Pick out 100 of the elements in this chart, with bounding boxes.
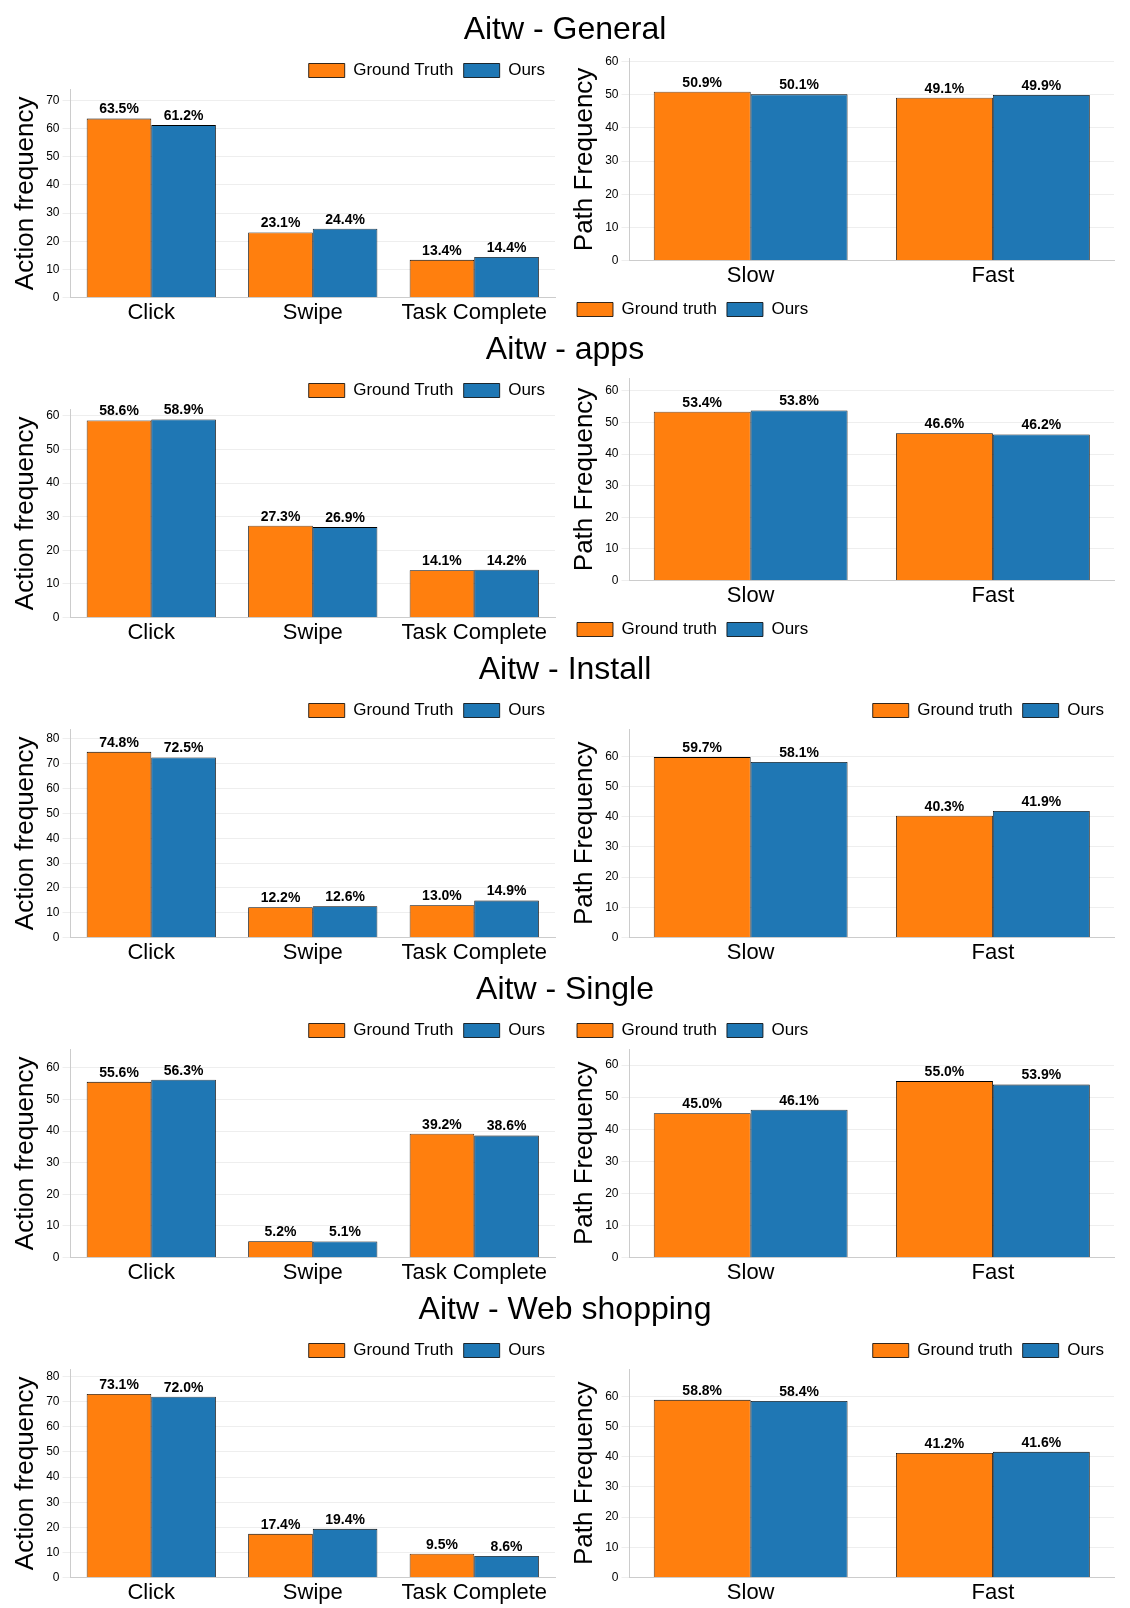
data-label: 58.9%	[163, 401, 204, 418]
data-label: 49.1%	[924, 79, 965, 96]
y-tick-label: 20	[605, 1185, 619, 1200]
y-tick-label: 40	[605, 446, 619, 461]
legend-label: Ground Truth	[353, 700, 454, 720]
y-tick-label: 30	[605, 839, 619, 854]
data-label: 5.1%	[329, 1223, 362, 1240]
y-tick-label: 60	[605, 748, 619, 763]
y-axis-title: Path Frequency	[567, 67, 598, 252]
x-tick-label: Slow	[726, 1258, 775, 1284]
y-tick-label: 40	[46, 475, 60, 490]
data-label: 27.3%	[260, 507, 301, 524]
data-label: 17.4%	[260, 1515, 301, 1532]
data-label: 13.4%	[422, 241, 463, 258]
y-tick-label: 50	[46, 1444, 60, 1459]
y-tick-label: 20	[46, 880, 60, 895]
y-tick-label: 10	[46, 576, 60, 591]
x-tick-label: Click	[127, 298, 177, 324]
legend-label: Ours	[1067, 700, 1104, 720]
y-tick-label: 70	[46, 756, 60, 771]
data-label: 45.0%	[682, 1095, 723, 1112]
x-tick-label: Swipe	[282, 298, 343, 324]
x-tick-label: Fast	[971, 938, 1015, 964]
y-axis-title: Path Frequency	[567, 1381, 598, 1566]
y-axis-title: Path Frequency	[567, 387, 598, 572]
data-label: 23.1%	[260, 214, 301, 231]
y-tick-label: 60	[46, 120, 60, 135]
y-tick-label: 60	[605, 53, 619, 68]
y-tick-label: 30	[46, 855, 60, 870]
data-label: 53.8%	[779, 392, 820, 409]
data-label: 63.5%	[99, 100, 140, 117]
y-tick-label: 40	[46, 830, 60, 845]
x-tick-label: Task Complete	[401, 938, 548, 964]
data-label: 5.2%	[264, 1223, 297, 1240]
data-label: 8.6%	[490, 1537, 524, 1554]
y-tick-label: 10	[605, 219, 619, 234]
data-label: 53.9%	[1021, 1066, 1062, 1083]
chart-title: Aitw - Single	[476, 970, 654, 1006]
y-tick-label: 30	[605, 1153, 619, 1168]
chart-title: Aitw - Install	[478, 650, 652, 686]
y-tick-label: 40	[605, 1121, 619, 1136]
x-tick-label: Swipe	[282, 618, 343, 644]
x-tick-label: Task Complete	[401, 618, 548, 644]
legend-label: Ours	[771, 1020, 809, 1040]
legend-label: Ground truth	[621, 299, 717, 319]
x-tick-label: Click	[127, 618, 177, 644]
y-tick-label: 50	[605, 778, 619, 793]
y-tick-label: 20	[46, 1519, 60, 1534]
y-tick-label: 50	[605, 1089, 619, 1104]
y-axis-title: Action frequency	[8, 736, 39, 931]
legend-label: Ours	[508, 700, 545, 720]
legend-label: Ours	[1067, 1340, 1104, 1360]
y-tick-label: 0	[52, 929, 60, 944]
y-tick-label: 20	[605, 509, 619, 524]
y-tick-label: 70	[46, 92, 60, 107]
y-tick-label: 10	[605, 1217, 619, 1232]
y-tick-label: 20	[46, 542, 60, 557]
data-label: 41.2%	[924, 1434, 965, 1451]
data-label: 73.1%	[99, 1375, 140, 1392]
y-tick-label: 50	[605, 1418, 619, 1433]
data-label: 58.1%	[779, 743, 820, 760]
data-label: 9.5%	[426, 1535, 459, 1552]
y-axis-title: Action frequency	[8, 416, 39, 611]
y-tick-label: 20	[46, 233, 60, 248]
data-label: 46.6%	[924, 415, 965, 432]
legend-label: Ground truth	[917, 1340, 1013, 1360]
y-tick-label: 0	[611, 1569, 619, 1584]
data-label: 74.8%	[99, 733, 140, 750]
x-tick-label: Task Complete	[401, 1258, 548, 1284]
legend-label: Ground truth	[621, 1020, 717, 1040]
y-tick-label: 30	[46, 508, 60, 523]
y-tick-label: 0	[52, 289, 60, 304]
y-axis-title: Action frequency	[8, 1376, 39, 1571]
legend-label: Ground truth	[621, 619, 717, 639]
y-tick-label: 60	[605, 1388, 619, 1403]
y-tick-label: 50	[46, 805, 60, 820]
data-label: 12.6%	[325, 888, 366, 905]
y-tick-label: 20	[605, 1509, 619, 1524]
y-tick-label: 60	[605, 1057, 619, 1072]
data-label: 58.4%	[779, 1382, 820, 1399]
y-tick-label: 50	[46, 148, 60, 163]
x-tick-label: Swipe	[282, 1258, 343, 1284]
x-tick-label: Slow	[726, 938, 775, 964]
data-label: 41.9%	[1021, 792, 1062, 809]
y-tick-label: 80	[46, 731, 60, 746]
y-tick-label: 40	[605, 1448, 619, 1463]
y-tick-label: 0	[611, 252, 619, 267]
data-label: 61.2%	[163, 106, 204, 123]
y-tick-label: 0	[611, 929, 619, 944]
y-tick-label: 0	[611, 572, 619, 587]
y-tick-label: 30	[605, 478, 619, 493]
y-tick-label: 40	[46, 1123, 60, 1138]
data-label: 26.9%	[325, 508, 366, 525]
y-tick-label: 60	[46, 780, 60, 795]
data-label: 56.3%	[163, 1061, 204, 1078]
y-axis-title: Path Frequency	[567, 1061, 598, 1246]
y-tick-label: 20	[605, 869, 619, 884]
y-tick-label: 60	[46, 1060, 60, 1075]
legend-label: Ours	[508, 1020, 545, 1040]
y-tick-label: 0	[611, 1249, 619, 1264]
